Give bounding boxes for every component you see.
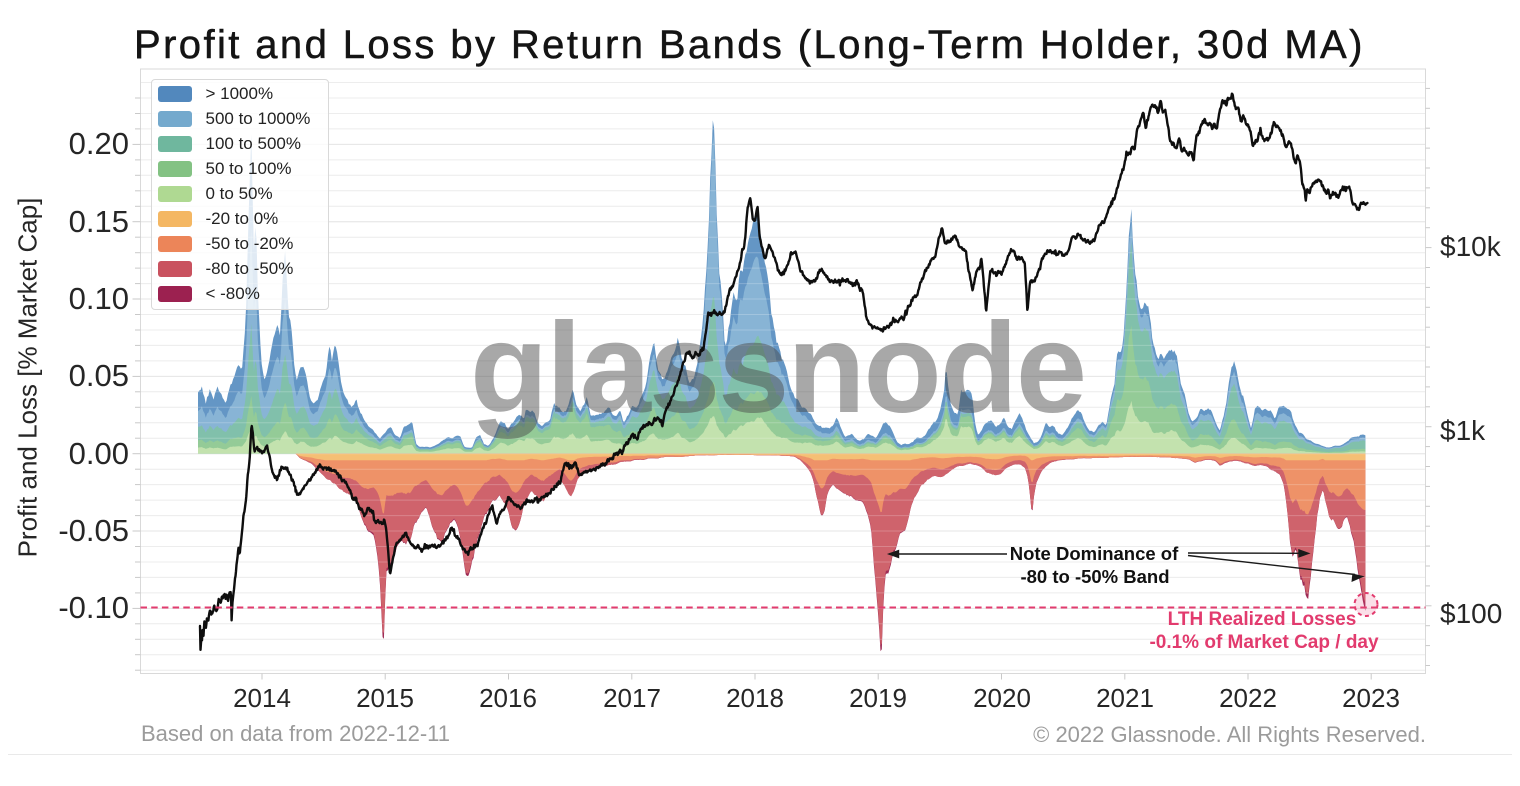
svg-text:Note Dominance of: Note Dominance of <box>1010 543 1179 564</box>
svg-text:-0.1% of Market Cap / day: -0.1% of Market Cap / day <box>1149 632 1379 653</box>
svg-text:glassnode: glassnode <box>470 297 1085 440</box>
svg-text:LTH Realized Losses: LTH Realized Losses <box>1168 609 1357 630</box>
svg-text:-80 to -50% Band: -80 to -50% Band <box>1020 566 1169 587</box>
